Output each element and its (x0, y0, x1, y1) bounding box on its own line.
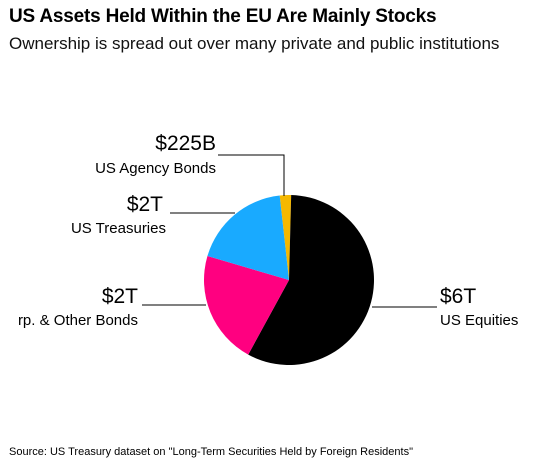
value-label-corp-bonds: $2T (102, 285, 138, 308)
slice-label-equities: US Equities (440, 312, 518, 329)
slice-equities (248, 195, 374, 365)
slice-label-corp-bonds: rp. & Other Bonds (18, 312, 138, 329)
slice-corp-bonds (204, 256, 289, 355)
chart-title: US Assets Held Within the EU Are Mainly … (9, 6, 437, 27)
leader-line-agency (218, 154, 285, 196)
chart-subtitle: Ownership is spread out over many privat… (9, 34, 500, 53)
slice-label-treasuries: US Treasuries (71, 220, 166, 237)
value-label-agency: $225B (155, 132, 216, 155)
slice-treasuries (207, 195, 289, 280)
value-label-treasuries: $2T (127, 193, 163, 216)
slice-label-agency: US Agency Bonds (95, 160, 216, 177)
value-label-equities: $6T (440, 285, 476, 308)
slice-agency-bonds (279, 195, 292, 280)
source-note: Source: US Treasury dataset on "Long-Ter… (9, 446, 413, 458)
